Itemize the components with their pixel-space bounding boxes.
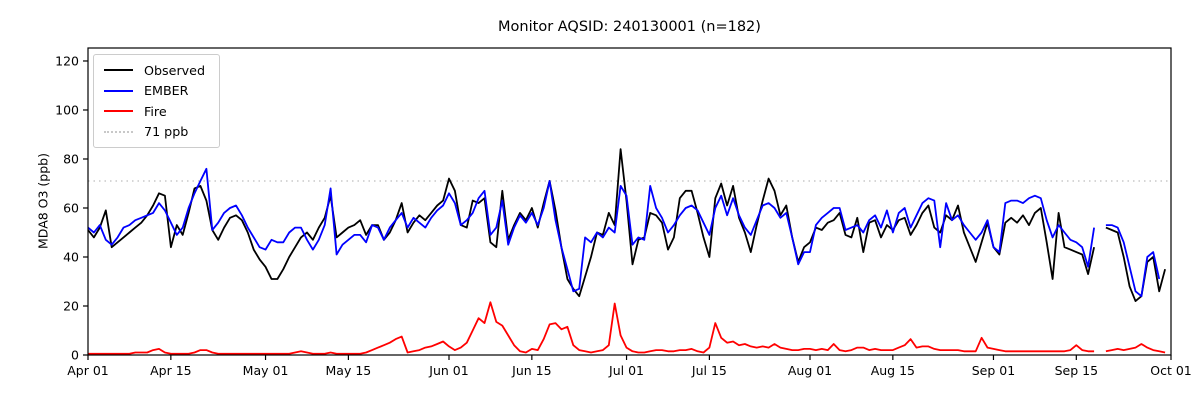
y-tick-label: 80 — [63, 151, 79, 166]
x-tick-label: Apr 15 — [150, 363, 192, 378]
x-tick-label: Sep 15 — [1055, 363, 1098, 378]
x-tick-label: Jul 15 — [691, 363, 727, 378]
legend-item-fire: Fire — [104, 101, 205, 122]
legend-item-ember: EMBER — [104, 81, 205, 102]
y-tick-label: 120 — [55, 53, 79, 68]
legend-label-observed: Observed — [144, 62, 206, 78]
y-tick-label: 0 — [71, 348, 79, 363]
x-tick-label: May 01 — [243, 363, 289, 378]
y-tick-label: 40 — [63, 249, 79, 264]
y-tick-label: 60 — [63, 200, 79, 215]
y-tick-label: 20 — [63, 298, 79, 313]
plot-frame — [87, 47, 1172, 356]
x-tick-label: Jul 01 — [608, 363, 644, 378]
legend-label-fire: Fire — [144, 103, 167, 119]
legend-item-threshold: 71 ppb — [104, 122, 205, 143]
x-tick-label: Oct 01 — [1150, 363, 1192, 378]
ember-line-swatch — [104, 89, 133, 92]
x-tick-label: Sep 01 — [972, 363, 1015, 378]
y-tick-label: 100 — [55, 102, 79, 117]
y-axis-label: MDA8 O3 (ppb) — [35, 153, 51, 249]
series-observed-line — [87, 148, 1166, 302]
x-tick-label: Apr 01 — [67, 363, 109, 378]
x-tick-label: Jun 15 — [511, 363, 551, 378]
series-ember-line — [87, 167, 1161, 298]
series-fire-line — [88, 301, 1166, 355]
legend-item-observed: Observed — [104, 60, 205, 81]
legend-label-threshold: 71 ppb — [144, 124, 189, 140]
x-tick-label: Jun 01 — [428, 363, 468, 378]
x-tick-label: May 15 — [326, 363, 372, 378]
chart-title: Monitor AQSID: 240130001 (n=182) — [498, 19, 761, 35]
legend-label-ember: EMBER — [144, 83, 189, 99]
x-tick-label: Aug 15 — [871, 363, 915, 378]
legend: Observed EMBER Fire 71 ppb — [93, 54, 221, 148]
observed-line-swatch — [104, 69, 133, 72]
x-tick-label: Aug 01 — [788, 363, 832, 378]
fire-line-swatch — [104, 110, 133, 113]
threshold-line-swatch — [104, 130, 133, 133]
